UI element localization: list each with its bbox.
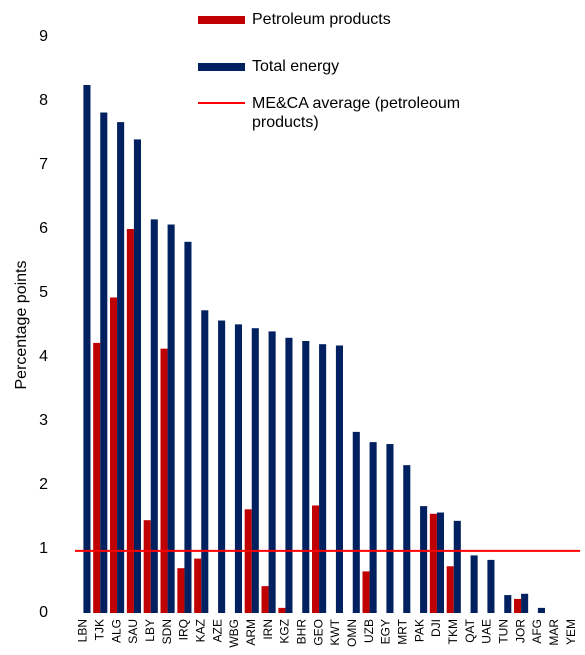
x-tick-label: JOR — [513, 619, 527, 643]
legend-swatch — [198, 63, 245, 71]
y-tick-label: 4 — [39, 348, 48, 365]
bar — [194, 558, 202, 613]
legend-label: Petroleum products — [252, 11, 391, 28]
bar — [386, 444, 394, 613]
bar — [234, 324, 242, 613]
x-tick-label: TJK — [92, 619, 106, 640]
x-tick-label: KWT — [328, 618, 342, 645]
bar — [302, 341, 310, 613]
y-tick-label: 9 — [39, 28, 48, 45]
bar — [285, 337, 293, 613]
x-tick-label: AZE — [210, 619, 224, 642]
bar — [133, 139, 141, 613]
bar — [470, 555, 478, 613]
y-tick-label: 5 — [39, 284, 48, 301]
x-tick-label: SDN — [160, 619, 174, 644]
bar — [362, 571, 370, 613]
legend-label: Total energy — [252, 58, 339, 75]
x-tick-label: ARM — [244, 619, 258, 646]
x-tick-label: DJI — [429, 619, 443, 637]
x-tick-label: KAZ — [193, 619, 207, 642]
y-tick-label: 2 — [39, 476, 48, 493]
x-tick-label: YEM — [564, 619, 578, 645]
x-tick-label: PAK — [412, 619, 426, 642]
legend-swatch — [198, 16, 245, 24]
bar — [335, 345, 343, 613]
bar — [487, 559, 495, 613]
bar — [93, 342, 101, 613]
bar — [446, 566, 454, 613]
x-tick-label: TUN — [496, 619, 510, 644]
bar — [403, 465, 411, 613]
bar — [514, 598, 522, 613]
bar — [453, 520, 461, 613]
bar — [251, 328, 259, 613]
x-tick-label: QAT — [463, 618, 477, 642]
x-tick-label: UZB — [362, 619, 376, 643]
bar — [369, 442, 377, 613]
bar — [117, 122, 125, 614]
bar — [352, 431, 360, 613]
y-axis-label: Percentage points — [13, 261, 30, 390]
bar — [268, 331, 276, 613]
bar — [429, 513, 437, 613]
x-tick-label: KGZ — [278, 619, 292, 644]
y-tick-label: 7 — [39, 156, 48, 173]
x-tick-label: GEO — [311, 619, 325, 646]
y-tick-label: 8 — [39, 92, 48, 109]
bar — [218, 320, 226, 613]
x-tick-label: IRN — [261, 619, 275, 640]
bar — [312, 505, 320, 613]
x-tick-label: ALG — [109, 619, 123, 643]
x-tick-label: AFG — [530, 619, 544, 644]
bar — [504, 595, 512, 613]
bar — [110, 297, 118, 613]
bar — [100, 112, 108, 614]
bar — [261, 586, 269, 613]
bar — [160, 348, 168, 613]
y-tick-label: 0 — [39, 604, 48, 621]
x-tick-label: TKM — [446, 619, 460, 644]
x-tick-label: LBN — [76, 619, 90, 642]
x-tick-label: WBG — [227, 619, 241, 648]
bar — [150, 219, 158, 613]
bar — [537, 607, 545, 613]
x-tick-label: LBY — [143, 619, 157, 642]
bar — [184, 241, 192, 614]
x-tick-label: SAU — [126, 619, 140, 644]
bar — [278, 607, 286, 613]
bar — [83, 85, 91, 613]
x-tick-label: OMN — [345, 619, 359, 647]
bar — [420, 506, 428, 613]
legend-label: ME&CA average (petroleoum products) — [252, 95, 461, 131]
y-tick-label: 6 — [39, 220, 48, 237]
bar — [143, 520, 151, 613]
bar — [177, 568, 185, 613]
x-tick-label: BHR — [294, 619, 308, 645]
x-tick-label: MAR — [547, 619, 561, 646]
bar — [167, 224, 175, 613]
x-tick-label: UAE — [480, 619, 494, 644]
y-tick-label: 3 — [39, 412, 48, 429]
bar — [319, 344, 327, 613]
bar — [126, 229, 134, 613]
y-tick-label: 1 — [39, 540, 48, 557]
bar — [436, 512, 444, 613]
x-tick-label: MRT — [395, 618, 409, 644]
x-tick-label: IRQ — [177, 619, 191, 640]
bar — [244, 509, 252, 613]
bar — [521, 593, 529, 613]
bar — [201, 310, 209, 613]
x-tick-label: EGY — [379, 619, 393, 644]
